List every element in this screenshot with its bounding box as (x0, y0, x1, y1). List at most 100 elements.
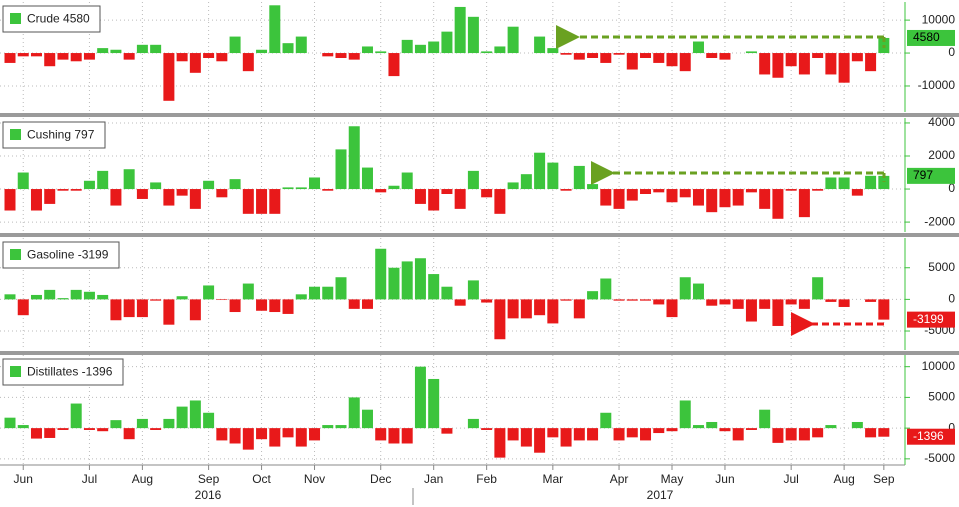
x-tick-label: Apr (610, 472, 629, 486)
bar (600, 53, 612, 63)
bar (467, 280, 479, 300)
bar (361, 46, 373, 54)
bar (798, 53, 810, 75)
bar (282, 299, 294, 314)
bar (242, 189, 254, 214)
bar (560, 53, 572, 55)
bar (229, 299, 241, 313)
y-tick-label: 0 (948, 45, 955, 59)
bar (110, 189, 122, 206)
bar (30, 53, 42, 57)
bar (136, 44, 148, 54)
bar (851, 189, 863, 196)
bar (547, 428, 559, 438)
bar (692, 189, 704, 206)
bar (163, 53, 175, 101)
legend-box (2, 241, 120, 269)
bar (481, 51, 493, 54)
bar (203, 285, 215, 300)
bar (388, 185, 400, 190)
bar (600, 278, 612, 300)
bar (772, 428, 784, 443)
last-value-label: -1396 (913, 429, 944, 443)
bar (679, 277, 691, 300)
bar (216, 299, 228, 301)
bar (176, 189, 188, 196)
bar (772, 299, 784, 326)
annotations (556, 25, 886, 336)
bar (110, 299, 122, 321)
x-tick-label: Jan (424, 472, 443, 486)
bar (759, 189, 771, 209)
bar (269, 5, 281, 54)
bar (679, 400, 691, 429)
legend-label: Crude 4580 (27, 12, 90, 26)
bar (785, 428, 797, 441)
bar (57, 189, 69, 191)
bar (666, 53, 678, 67)
bar (401, 39, 413, 54)
bar (851, 53, 863, 62)
bar (600, 189, 612, 206)
y-tick-label: -10000 (918, 78, 956, 92)
year-label: 2017 (647, 488, 674, 502)
bar (520, 428, 532, 447)
bar (83, 180, 95, 190)
bar (692, 425, 704, 429)
bar (4, 189, 16, 211)
bar (361, 409, 373, 429)
bar (335, 53, 347, 58)
bar (17, 299, 29, 316)
bar (17, 53, 29, 57)
last-value-label: 4580 (913, 30, 940, 44)
bar (865, 299, 877, 302)
bar (520, 174, 532, 190)
bar (613, 53, 625, 55)
bar (256, 49, 268, 54)
bar (269, 189, 281, 214)
bar (825, 299, 837, 302)
bar (17, 425, 29, 429)
bar (573, 165, 585, 190)
bar (441, 189, 453, 194)
bar (481, 428, 493, 430)
bar (732, 189, 744, 206)
x-tick-label: Jun (14, 472, 33, 486)
bar (812, 53, 824, 58)
bar (4, 294, 16, 300)
bar (613, 189, 625, 209)
x-tick-label: Aug (833, 472, 854, 486)
y-tick-label: 10000 (922, 359, 956, 373)
bar (256, 189, 268, 214)
bar (560, 189, 572, 191)
bar (865, 53, 877, 72)
bar (348, 126, 360, 190)
bar (812, 428, 824, 438)
bar (719, 299, 731, 305)
x-tick-label: Jun (715, 472, 734, 486)
bar (560, 428, 572, 447)
bar (282, 43, 294, 54)
legend-swatch (10, 13, 21, 24)
bar (653, 53, 665, 63)
bar (150, 182, 162, 190)
bar (745, 189, 757, 193)
bar (640, 189, 652, 194)
bar (653, 299, 665, 305)
bar (361, 299, 373, 309)
y-tick-label: 0 (948, 292, 955, 306)
bar (560, 299, 572, 301)
bar (242, 428, 254, 450)
bar (203, 412, 215, 429)
bar (613, 428, 625, 441)
bar (176, 406, 188, 429)
bar (83, 428, 95, 430)
y-tick-label: -2000 (924, 214, 955, 228)
bar (309, 428, 321, 441)
x-tick-label: May (661, 472, 684, 486)
bar (640, 428, 652, 441)
bar (70, 289, 82, 300)
bar (838, 53, 850, 83)
bar (30, 189, 42, 211)
y-tick-label: 4000 (928, 115, 955, 129)
